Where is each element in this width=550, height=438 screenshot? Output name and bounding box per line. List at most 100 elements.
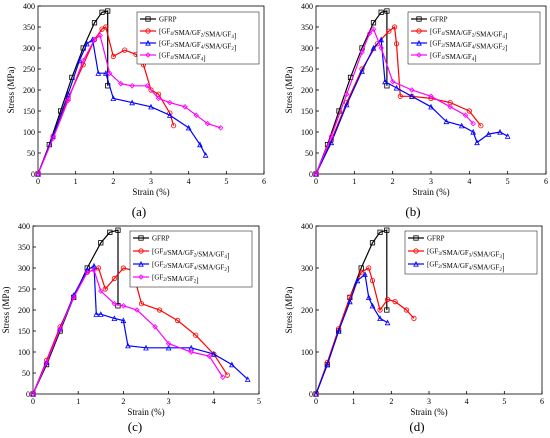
legend-label: GFRP xyxy=(427,235,445,243)
legend-label: [GF2/SMA/GF4/SMA/GF2] xyxy=(430,40,507,53)
y-tick-label: 200 xyxy=(301,86,313,95)
legend-entry: GFRP xyxy=(133,235,170,243)
legend-entry: [GF4/SMA/GF4] xyxy=(411,52,477,63)
legend-label: [GF2/SMA/GF2] xyxy=(152,274,199,285)
x-tick-label: 4 xyxy=(467,177,471,186)
data-point xyxy=(144,83,150,89)
data-point xyxy=(384,227,390,233)
data-point xyxy=(370,26,377,32)
data-point xyxy=(343,91,350,97)
data-point xyxy=(65,91,71,97)
data-point xyxy=(206,353,213,359)
data-point xyxy=(359,49,365,55)
data-point xyxy=(403,307,409,313)
x-tick-label: 5 xyxy=(224,177,228,186)
y-tick-label: 100 xyxy=(23,128,35,137)
legend-entry: [GF4/SMA/GF4] xyxy=(140,52,206,63)
x-tick-label: 5 xyxy=(257,397,261,406)
data-point xyxy=(411,315,417,321)
y-tick-label: 50 xyxy=(22,369,30,378)
y-tick-label: 250 xyxy=(18,285,30,294)
data-point xyxy=(120,317,127,324)
legend-entry: GFRP xyxy=(411,16,448,24)
data-point xyxy=(167,99,173,106)
data-point xyxy=(384,296,391,303)
x-tick-label: 6 xyxy=(262,177,266,186)
data-point xyxy=(470,120,476,127)
y-axis-label: Stress (MPa) xyxy=(1,287,11,334)
data-point xyxy=(313,390,319,397)
y-tick-label: 100 xyxy=(18,348,30,357)
data-point xyxy=(386,28,392,34)
y-tick-label: 0 xyxy=(309,170,313,179)
legend-entry: [GF2/SMA/GF4/SMA/GF2] xyxy=(140,40,236,53)
data-point xyxy=(485,131,492,137)
legend-marker xyxy=(145,52,151,58)
data-point xyxy=(466,108,472,114)
legend-marker xyxy=(416,16,422,22)
x-tick-label: 5 xyxy=(506,177,510,186)
legend-label: [GF2/SMA/GF4/SMA/GF2] xyxy=(159,40,236,53)
y-axis-label: Stress (MPa) xyxy=(6,67,16,114)
data-point xyxy=(378,9,384,15)
data-point xyxy=(152,324,158,330)
data-point xyxy=(84,40,90,47)
y-tick-label: 100 xyxy=(301,128,313,137)
data-point xyxy=(229,361,235,368)
data-point xyxy=(397,93,403,99)
y-tick-label: 350 xyxy=(301,23,313,32)
data-point xyxy=(65,97,71,104)
data-point xyxy=(91,36,98,43)
y-tick-label: 250 xyxy=(23,65,35,74)
series-4 xyxy=(35,32,224,177)
data-point xyxy=(111,275,117,282)
data-point xyxy=(118,80,124,87)
y-tick-label: 300 xyxy=(301,44,313,53)
data-point xyxy=(504,133,511,139)
data-point xyxy=(80,57,86,64)
data-point xyxy=(217,125,224,131)
data-point xyxy=(98,240,104,246)
legend-label: [GF2/SMA/GF4/SMA/GF2] xyxy=(427,261,504,274)
y-tick-label: 0 xyxy=(31,170,35,179)
data-point xyxy=(392,298,398,305)
data-point xyxy=(155,95,162,102)
y-tick-label: 350 xyxy=(23,23,35,32)
data-point xyxy=(30,391,36,397)
data-point xyxy=(443,118,450,125)
data-point xyxy=(359,68,365,74)
legend-label: [GF4/SMA/GF4] xyxy=(430,52,477,63)
data-point xyxy=(115,227,121,233)
legend-label: [GF4/SMA/GF2/SMA/GF4] xyxy=(430,28,507,41)
legend-marker xyxy=(416,52,422,58)
data-point xyxy=(134,307,140,313)
series-line xyxy=(32,269,224,395)
legend-box xyxy=(404,230,538,275)
x-tick-label: 3 xyxy=(167,397,171,406)
data-point xyxy=(384,307,390,313)
y-tick-label: 400 xyxy=(301,2,313,11)
data-point xyxy=(115,303,121,309)
series-line xyxy=(315,38,508,175)
data-point xyxy=(165,340,172,347)
data-point xyxy=(358,269,364,275)
x-tick-label: 1 xyxy=(74,177,78,186)
data-point xyxy=(99,26,105,32)
data-point xyxy=(497,128,503,135)
y-tick-label: 300 xyxy=(301,264,313,273)
data-point xyxy=(428,103,434,110)
data-point xyxy=(129,99,136,106)
data-point xyxy=(43,359,50,366)
series-3 xyxy=(313,36,511,177)
x-tick-label: 2 xyxy=(389,397,393,406)
data-point xyxy=(99,9,105,15)
y-tick-label: 50 xyxy=(305,149,313,158)
panel-label: (d) xyxy=(409,419,424,434)
data-point xyxy=(408,93,415,99)
data-point xyxy=(57,326,63,332)
data-point xyxy=(389,78,396,85)
legend-marker xyxy=(416,28,422,34)
x-tick-label: 3 xyxy=(149,177,153,186)
data-point xyxy=(366,30,373,37)
